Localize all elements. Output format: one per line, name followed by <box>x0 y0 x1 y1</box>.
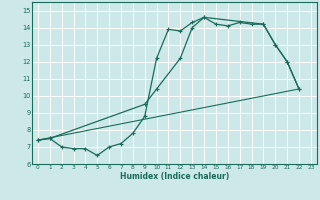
X-axis label: Humidex (Indice chaleur): Humidex (Indice chaleur) <box>120 172 229 181</box>
